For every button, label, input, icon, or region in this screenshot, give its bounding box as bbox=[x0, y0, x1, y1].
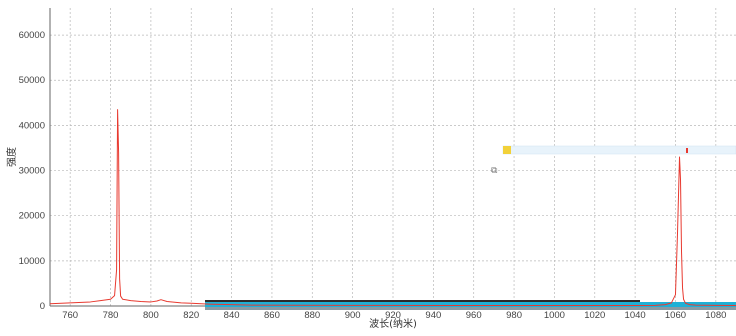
overlay-toolbar-strip: ⧉ bbox=[491, 145, 736, 175]
baseline-band-dark bbox=[205, 300, 640, 303]
baseline-overlay-band bbox=[205, 300, 736, 310]
overlay-strip-red-tick bbox=[686, 148, 688, 153]
x-tick-label: 1060 bbox=[665, 310, 686, 321]
x-tick-label: 760 bbox=[62, 310, 78, 321]
series-layer bbox=[49, 109, 736, 307]
x-axis-title: 波长(纳米) bbox=[369, 317, 417, 330]
grid-lines bbox=[50, 8, 736, 306]
y-tick-label: 60000 bbox=[19, 30, 45, 41]
x-tick-label: 980 bbox=[506, 310, 522, 321]
y-tick-label: 40000 bbox=[19, 120, 45, 131]
y-tick-label: 30000 bbox=[19, 166, 45, 177]
y-tick-label: 50000 bbox=[19, 75, 45, 86]
baseline-band-cyan bbox=[205, 302, 736, 308]
y-tick-label: 10000 bbox=[19, 256, 45, 267]
x-tick-label: 960 bbox=[466, 310, 482, 321]
x-tick-labels: 760 780 800 820 840 860 880 900 920 940 960 980 1000… bbox=[62, 310, 726, 321]
overlay-strip-marker bbox=[503, 146, 511, 154]
x-tick-label: 1040 bbox=[625, 310, 646, 321]
y-axis-title: 强度 bbox=[5, 147, 18, 167]
x-tick-label: 860 bbox=[264, 310, 280, 321]
x-tick-label: 920 bbox=[385, 310, 401, 321]
x-tick-label: 840 bbox=[224, 310, 240, 321]
x-tick-label: 780 bbox=[103, 310, 119, 321]
x-tick-label: 940 bbox=[425, 310, 441, 321]
x-tick-label: 1020 bbox=[584, 310, 605, 321]
x-tick-label: 900 bbox=[345, 310, 361, 321]
x-tick-label: 820 bbox=[183, 310, 199, 321]
overlay-hatch-glyph: ⧉ bbox=[491, 165, 498, 175]
y-tick-label: 20000 bbox=[19, 211, 45, 222]
overlay-strip-bar bbox=[502, 145, 736, 155]
x-tick-label: 1000 bbox=[544, 310, 565, 321]
y-tick-label: 0 bbox=[40, 301, 45, 312]
spectrum-series-line bbox=[49, 109, 736, 307]
y-tick-labels: 0 10000 20000 30000 40000 50000 60000 bbox=[19, 30, 45, 312]
baseline-band-gray bbox=[205, 307, 736, 310]
x-tick-label: 1080 bbox=[705, 310, 726, 321]
x-tick-label: 880 bbox=[304, 310, 320, 321]
x-tick-label: 800 bbox=[143, 310, 159, 321]
